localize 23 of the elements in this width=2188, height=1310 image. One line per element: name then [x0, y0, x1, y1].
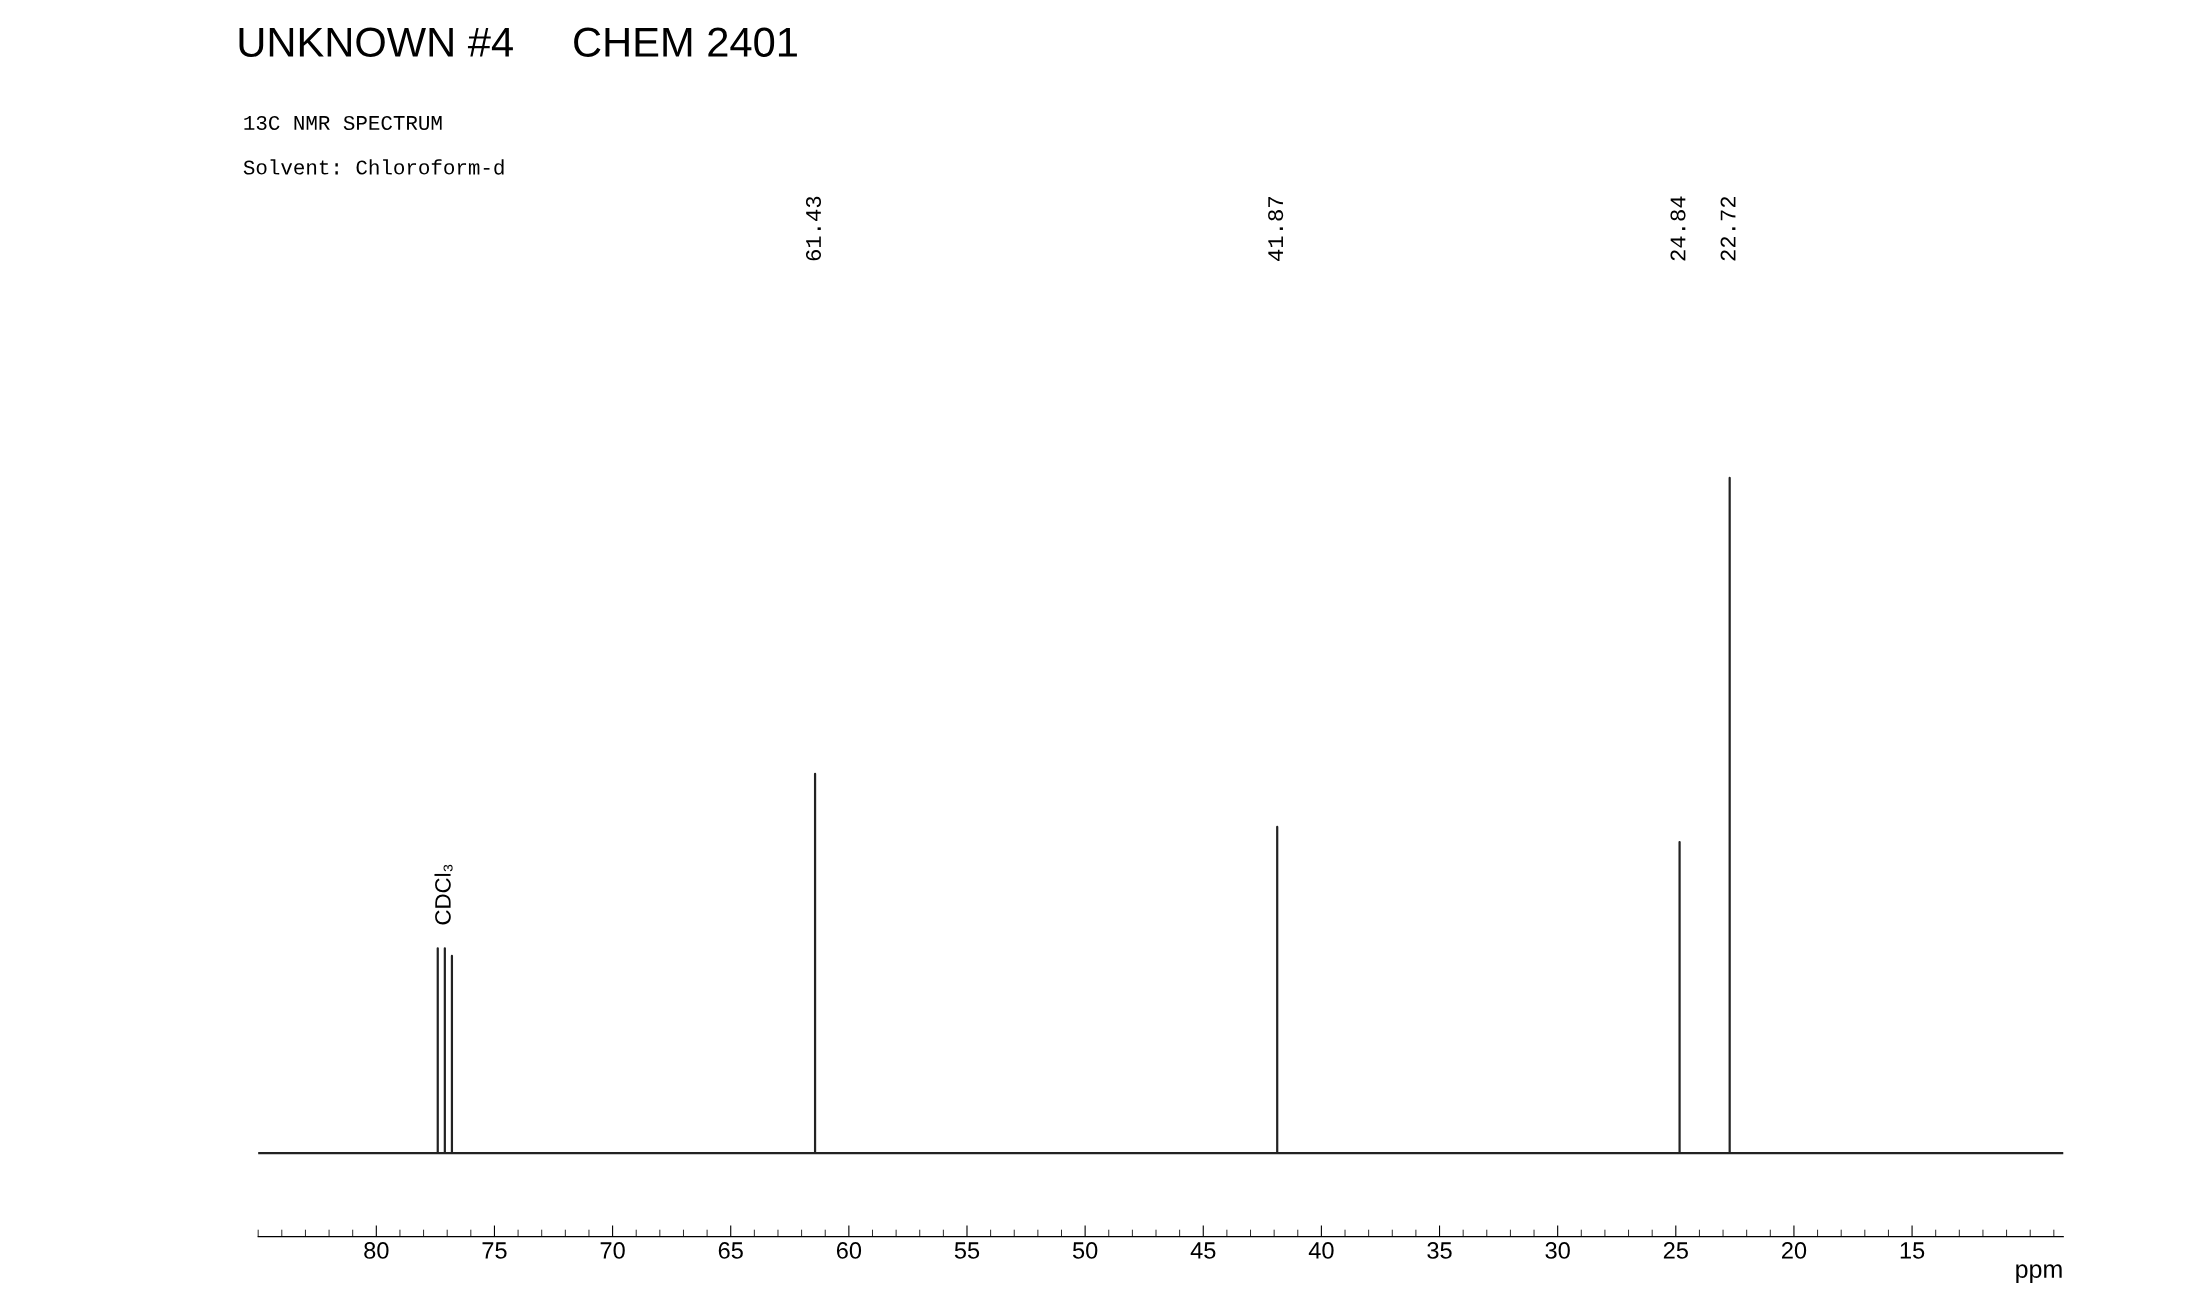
x-tick-label: 75	[482, 1242, 507, 1259]
annotation: CDCl₃	[434, 864, 453, 925]
text: 22.72	[1720, 196, 1736, 261]
text: 24.84	[1670, 196, 1686, 261]
x-tick-label: 30	[1545, 1242, 1570, 1259]
chart-subtitle: 13C NMR SPECTRUM	[244, 115, 442, 131]
x-tick-label: 55	[954, 1242, 980, 1259]
x-tick-label: 50	[1072, 1242, 1098, 1259]
x-axis-title: ppm	[2016, 1264, 2062, 1283]
x-tick-label: 60	[836, 1242, 862, 1259]
x-tick-label: 70	[600, 1242, 625, 1259]
chart-title: UNKNOWN #4 CHEM 2401	[239, 27, 797, 58]
text: 61.43	[805, 196, 822, 261]
x-tick-label: 20	[1781, 1242, 1807, 1259]
x-tick-label: 15	[1900, 1242, 1925, 1259]
x-tick-label: 35	[1427, 1242, 1452, 1259]
text: Solvent: Chloroform-d	[243, 159, 504, 175]
x-tick-label: 80	[364, 1242, 389, 1259]
x-tick-label: 40	[1308, 1242, 1334, 1259]
text: 41.87	[1268, 197, 1284, 261]
x-tick-label: 25	[1663, 1242, 1688, 1259]
x-tick-label: 45	[1190, 1242, 1216, 1259]
x-tick-label: 65	[718, 1242, 743, 1259]
